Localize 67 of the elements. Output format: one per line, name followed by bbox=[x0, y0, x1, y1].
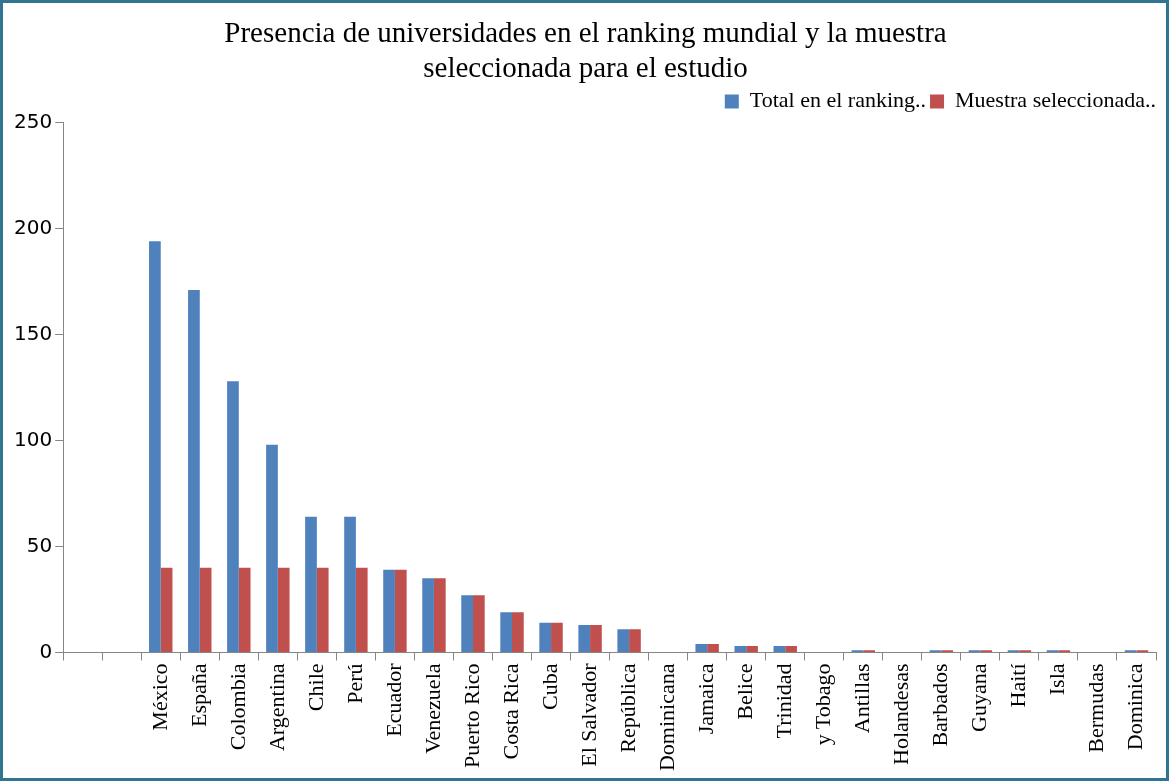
x-tick-label: El Salvador bbox=[575, 662, 601, 767]
y-tick-label: 250 bbox=[13, 108, 53, 133]
bar bbox=[149, 241, 161, 652]
bar bbox=[734, 646, 747, 652]
x-tick-label: Belice bbox=[731, 663, 757, 720]
y-tick-label: 150 bbox=[13, 320, 53, 345]
bar bbox=[500, 612, 513, 652]
bar bbox=[629, 629, 641, 652]
bar bbox=[316, 567, 329, 652]
bar bbox=[617, 629, 630, 652]
x-tick-label: Colombia bbox=[224, 663, 250, 751]
x-tick-label: República bbox=[614, 663, 640, 753]
bar bbox=[539, 622, 552, 652]
x-tick-label: Holandesas bbox=[888, 663, 914, 765]
bar bbox=[238, 567, 251, 652]
bar bbox=[394, 569, 407, 652]
x-tick-label: Haití bbox=[1005, 663, 1031, 708]
bar bbox=[277, 567, 290, 652]
x-tick-label: Barbados bbox=[927, 663, 953, 747]
bar bbox=[512, 612, 524, 652]
bar bbox=[422, 578, 434, 652]
x-tick-label: Argentina bbox=[263, 663, 289, 752]
bar bbox=[472, 595, 485, 652]
legend-label: Muestra seleccionada.. bbox=[955, 87, 1156, 113]
bar bbox=[551, 622, 563, 652]
x-tick-label: Chile bbox=[302, 663, 328, 712]
x-tick-label: México bbox=[146, 663, 172, 731]
bar bbox=[305, 516, 317, 652]
bar bbox=[266, 444, 278, 652]
bar bbox=[227, 381, 239, 652]
bar bbox=[355, 567, 368, 652]
x-tick-label: Jamaica bbox=[692, 663, 718, 735]
x-tick-label: Puerto Rico bbox=[458, 663, 484, 768]
x-tick-label: Venezuela bbox=[419, 663, 445, 754]
bar bbox=[160, 567, 173, 652]
y-tick-label: 0 bbox=[39, 638, 53, 663]
x-tick-label: Perú bbox=[341, 663, 367, 704]
bar bbox=[578, 624, 591, 652]
bar bbox=[199, 567, 212, 652]
chart-title: Presencia de universidades en el ranking mundial y la muestra seleccionada para el estudio bbox=[224, 16, 947, 83]
y-tick-label: 50 bbox=[26, 532, 53, 557]
x-tick-label: Dominica bbox=[1122, 663, 1148, 751]
x-tick-label: Cuba bbox=[536, 663, 562, 710]
x-tick-label: y Tobago bbox=[810, 663, 836, 746]
bar bbox=[773, 646, 786, 652]
bar bbox=[785, 646, 797, 652]
bar bbox=[344, 516, 356, 652]
bar bbox=[383, 569, 395, 652]
bar bbox=[461, 595, 473, 652]
bar bbox=[695, 644, 708, 652]
x-tick-label: Isla bbox=[1044, 663, 1070, 696]
legend-label: Total en el ranking.. bbox=[749, 87, 927, 113]
x-tick-label: Dominicana bbox=[653, 663, 679, 772]
bar bbox=[707, 644, 719, 652]
x-tick-label: Guyana bbox=[966, 663, 992, 732]
bar bbox=[188, 290, 200, 652]
x-tick-label: Ecuador bbox=[380, 662, 406, 737]
bar bbox=[590, 624, 602, 652]
x-tick-label: Antillas bbox=[849, 663, 875, 734]
y-tick-label: 100 bbox=[13, 426, 53, 451]
x-tick-label: Trinidad bbox=[771, 663, 797, 739]
x-tick-label: España bbox=[185, 663, 211, 728]
bar bbox=[746, 646, 758, 652]
x-tick-label: Bermudas bbox=[1083, 663, 1109, 753]
bar bbox=[433, 578, 446, 652]
x-tick-label: Costa Rica bbox=[497, 663, 523, 760]
y-tick-label: 200 bbox=[13, 214, 53, 239]
